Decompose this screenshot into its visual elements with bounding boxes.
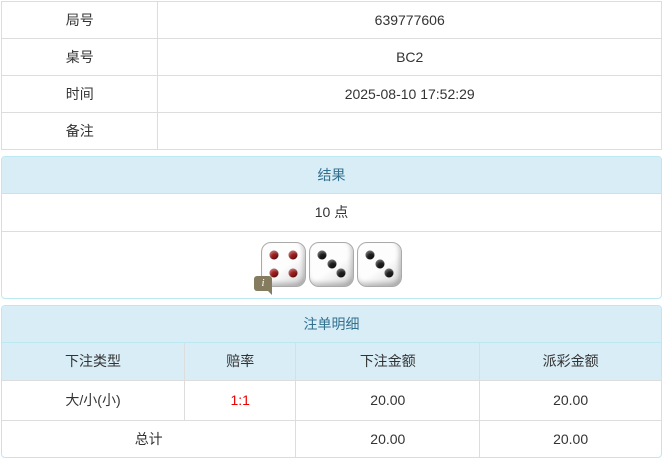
odds-value: 1:1 xyxy=(184,379,297,421)
result-panel-title: 结果 xyxy=(2,157,661,194)
table-row: 备注 xyxy=(0,112,662,150)
col-header-payout-amount: 派彩金额 xyxy=(479,343,661,381)
table-row: 时间 2025-08-10 17:52:29 xyxy=(0,75,662,113)
result-points: 10 点 xyxy=(2,194,661,232)
bets-panel: 注单明细 下注类型 赔率 下注金额 派彩金额 大/小(小) 1:1 20.00 … xyxy=(1,305,662,458)
remark-value xyxy=(157,112,662,150)
table-number-label: 桌号 xyxy=(0,38,159,76)
info-icon[interactable]: i xyxy=(254,275,272,295)
die-wrap xyxy=(357,241,402,287)
result-panel: 结果 10 点 i xyxy=(1,156,662,299)
die-2-icon xyxy=(309,241,354,287)
time-value: 2025-08-10 17:52:29 xyxy=(157,75,662,113)
bet-amount-value: 20.00 xyxy=(295,379,481,421)
table-header-row: 下注类型 赔率 下注金额 派彩金额 xyxy=(2,343,661,381)
bets-table: 下注类型 赔率 下注金额 派彩金额 大/小(小) 1:1 20.00 20.00… xyxy=(2,343,661,457)
dice-row: i xyxy=(2,232,661,298)
total-label: 总计 xyxy=(2,419,297,457)
round-number-label: 局号 xyxy=(0,1,159,39)
table-number-value: BC2 xyxy=(157,38,662,76)
round-number-value: 639777606 xyxy=(157,1,662,39)
payout-amount-value: 20.00 xyxy=(479,379,661,421)
total-row: 总计 20.00 20.00 xyxy=(2,419,661,457)
remark-label: 备注 xyxy=(0,112,159,150)
round-info-table: 局号 639777606 桌号 BC2 时间 2025-08-10 17:52:… xyxy=(0,1,662,150)
die-wrap xyxy=(309,241,354,287)
bets-panel-title: 注单明细 xyxy=(2,306,661,343)
col-header-odds: 赔率 xyxy=(184,343,297,381)
table-row: 大/小(小) 1:1 20.00 20.00 xyxy=(2,379,661,421)
total-payout-amount: 20.00 xyxy=(479,419,661,457)
table-row: 局号 639777606 xyxy=(0,1,662,39)
bet-type-value: 大/小(小) xyxy=(2,379,186,421)
col-header-bet-amount: 下注金额 xyxy=(295,343,481,381)
col-header-bet-type: 下注类型 xyxy=(2,343,186,381)
table-row: 桌号 BC2 xyxy=(0,38,662,76)
die-wrap: i xyxy=(254,241,306,295)
die-3-icon xyxy=(357,241,402,287)
total-bet-amount: 20.00 xyxy=(295,419,481,457)
time-label: 时间 xyxy=(0,75,159,113)
